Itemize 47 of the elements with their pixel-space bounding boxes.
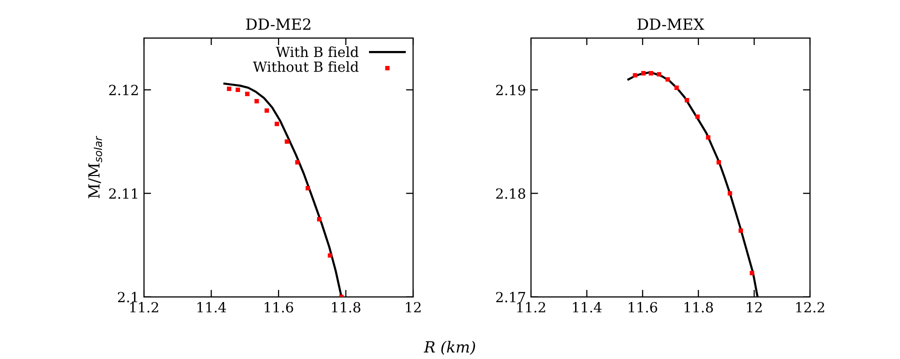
point <box>656 72 662 76</box>
x-tick-label: 11.2 <box>517 302 546 313</box>
y-tick-label: 2.19 <box>496 84 526 96</box>
point <box>306 186 310 190</box>
point <box>695 114 700 119</box>
y-tick-label: 2.11 <box>109 188 138 199</box>
legend-label: With B field <box>276 46 359 58</box>
line-series <box>223 82 342 297</box>
point <box>254 99 259 104</box>
x-tick-label: 11.8 <box>684 302 713 313</box>
point <box>641 71 646 76</box>
x-tick-label: 11.4 <box>198 302 226 313</box>
point <box>264 108 269 113</box>
x-tick-label: 12 <box>747 302 762 312</box>
x-axis-title: R (km) <box>424 340 476 355</box>
x-tick-label: 12 <box>406 302 421 312</box>
chart-title: DD-ME2 <box>246 18 310 30</box>
point <box>684 98 690 102</box>
point <box>666 77 670 82</box>
x-tick-label: 12.2 <box>796 302 824 313</box>
point <box>632 73 638 78</box>
x-tick-label: 11.8 <box>332 302 360 313</box>
point <box>245 92 250 96</box>
y-tick-label: 2.1 <box>118 292 138 302</box>
x-tick-label: 11.4 <box>573 302 602 313</box>
y-axis-title: M/M$_{solar}$ <box>88 136 102 198</box>
point <box>706 135 710 140</box>
point <box>738 228 744 233</box>
point <box>716 160 721 164</box>
y-tick-label: 2.17 <box>496 292 526 302</box>
point <box>226 86 232 91</box>
y-tick-label: 2.18 <box>496 188 526 199</box>
point <box>750 270 754 276</box>
y-tick-label: 2.12 <box>109 84 138 96</box>
x-tick-label: 11.6 <box>628 302 658 313</box>
x-tick-label: 11.2 <box>130 302 158 313</box>
point <box>317 217 322 222</box>
point <box>728 191 732 196</box>
point <box>648 71 654 76</box>
point <box>674 86 679 90</box>
point <box>284 139 290 144</box>
chart-title: DD-MEX <box>638 18 704 30</box>
legend-label: Without B field <box>252 61 359 72</box>
x-tick-label: 11.6 <box>264 302 294 313</box>
point <box>236 88 240 92</box>
point <box>295 160 300 164</box>
point <box>274 122 280 126</box>
